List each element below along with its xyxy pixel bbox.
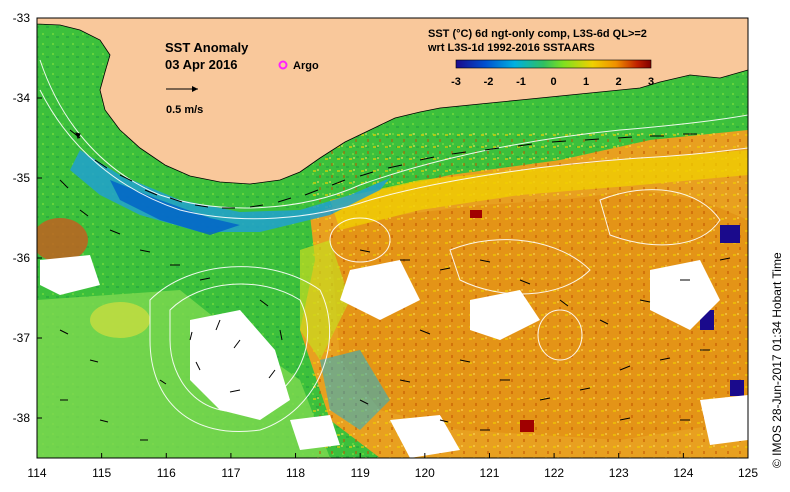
y-tick-label: -36 xyxy=(13,251,31,265)
x-axis: 114 115 116 117 118 119 120 121 122 123 124 125 xyxy=(27,453,758,480)
hot-speck xyxy=(470,210,482,218)
colorbar xyxy=(455,59,652,69)
x-tick-label: 115 xyxy=(92,466,111,480)
x-tick-label: 125 xyxy=(738,466,758,480)
colorbar-ticks: -3 -2 -1 0 1 2 3 xyxy=(451,76,654,88)
x-tick-label: 118 xyxy=(286,466,305,480)
x-tick-label: 123 xyxy=(609,466,629,480)
no-data-region xyxy=(470,290,540,340)
yellow-band xyxy=(330,150,748,230)
hot-speck xyxy=(520,420,534,432)
map-title: SST Anomaly xyxy=(165,40,249,55)
no-data-region xyxy=(650,260,720,330)
no-data-region xyxy=(390,415,460,458)
y-tick-label: -35 xyxy=(13,171,31,185)
current-vectors xyxy=(59,129,731,441)
y-tick-label: -37 xyxy=(13,331,31,345)
vector-scale-label: 0.5 m/s xyxy=(166,104,203,116)
map-date: 03 Apr 2016 xyxy=(165,57,238,72)
plot-frame xyxy=(36,17,749,459)
x-tick-label: 120 xyxy=(415,466,435,480)
credit-text: © IMOS 28-Jun-2017 01:34 Hobart Time xyxy=(770,252,784,468)
x-tick-label: 116 xyxy=(157,466,176,480)
colorbar-tick-label: 0 xyxy=(550,76,556,88)
x-tick-label: 122 xyxy=(544,466,564,480)
cool-patch-south xyxy=(320,350,390,430)
product-line-2: wrt L3S-1d 1992-2016 SSTAARS xyxy=(427,42,595,54)
x-tick-label: 114 xyxy=(27,466,46,480)
no-data-region xyxy=(190,310,290,420)
x-tick-label: 117 xyxy=(221,466,240,480)
colorbar-tick-label: 1 xyxy=(583,76,589,88)
x-tick-label: 121 xyxy=(479,466,499,480)
x-tick-label: 124 xyxy=(673,466,693,480)
land-mass xyxy=(37,18,748,185)
cold-speck xyxy=(720,225,740,243)
no-data-region xyxy=(40,255,100,295)
colorbar-tick-label: 2 xyxy=(615,76,621,88)
plot-area: SST Anomaly 03 Apr 2016 Argo 0.5 m/s SST… xyxy=(37,18,748,458)
y-tick-label: -38 xyxy=(13,411,31,425)
vector-scale-icon xyxy=(166,86,198,92)
sst-contours xyxy=(39,59,748,432)
west-warm-patch xyxy=(37,218,88,262)
y-tick-label: -33 xyxy=(13,11,31,25)
y-axis: -33 -34 -35 -36 -37 -38 xyxy=(13,11,42,425)
x-tick-label: 119 xyxy=(351,466,370,480)
colorbar-tick-label: -3 xyxy=(451,76,461,88)
map-legend-block: SST Anomaly 03 Apr 2016 Argo 0.5 m/s SST… xyxy=(165,28,654,116)
argo-marker-icon xyxy=(278,60,288,70)
no-data-region xyxy=(340,260,420,320)
transition-patch xyxy=(300,240,350,360)
colorbar-tick-label: 3 xyxy=(648,76,654,88)
y-tick-label: -34 xyxy=(13,91,31,105)
yellow-patch-west xyxy=(90,302,150,338)
argo-label: Argo xyxy=(293,60,319,72)
no-data-region xyxy=(290,415,340,450)
colorbar-tick-label: -1 xyxy=(516,76,526,88)
colorbar-tick-label: -2 xyxy=(484,76,494,88)
no-data-region xyxy=(700,395,748,445)
product-line-1: SST (°C) 6d ngt-only comp, L3S-6d QL>=2 xyxy=(428,28,647,40)
cold-speck xyxy=(730,380,744,396)
